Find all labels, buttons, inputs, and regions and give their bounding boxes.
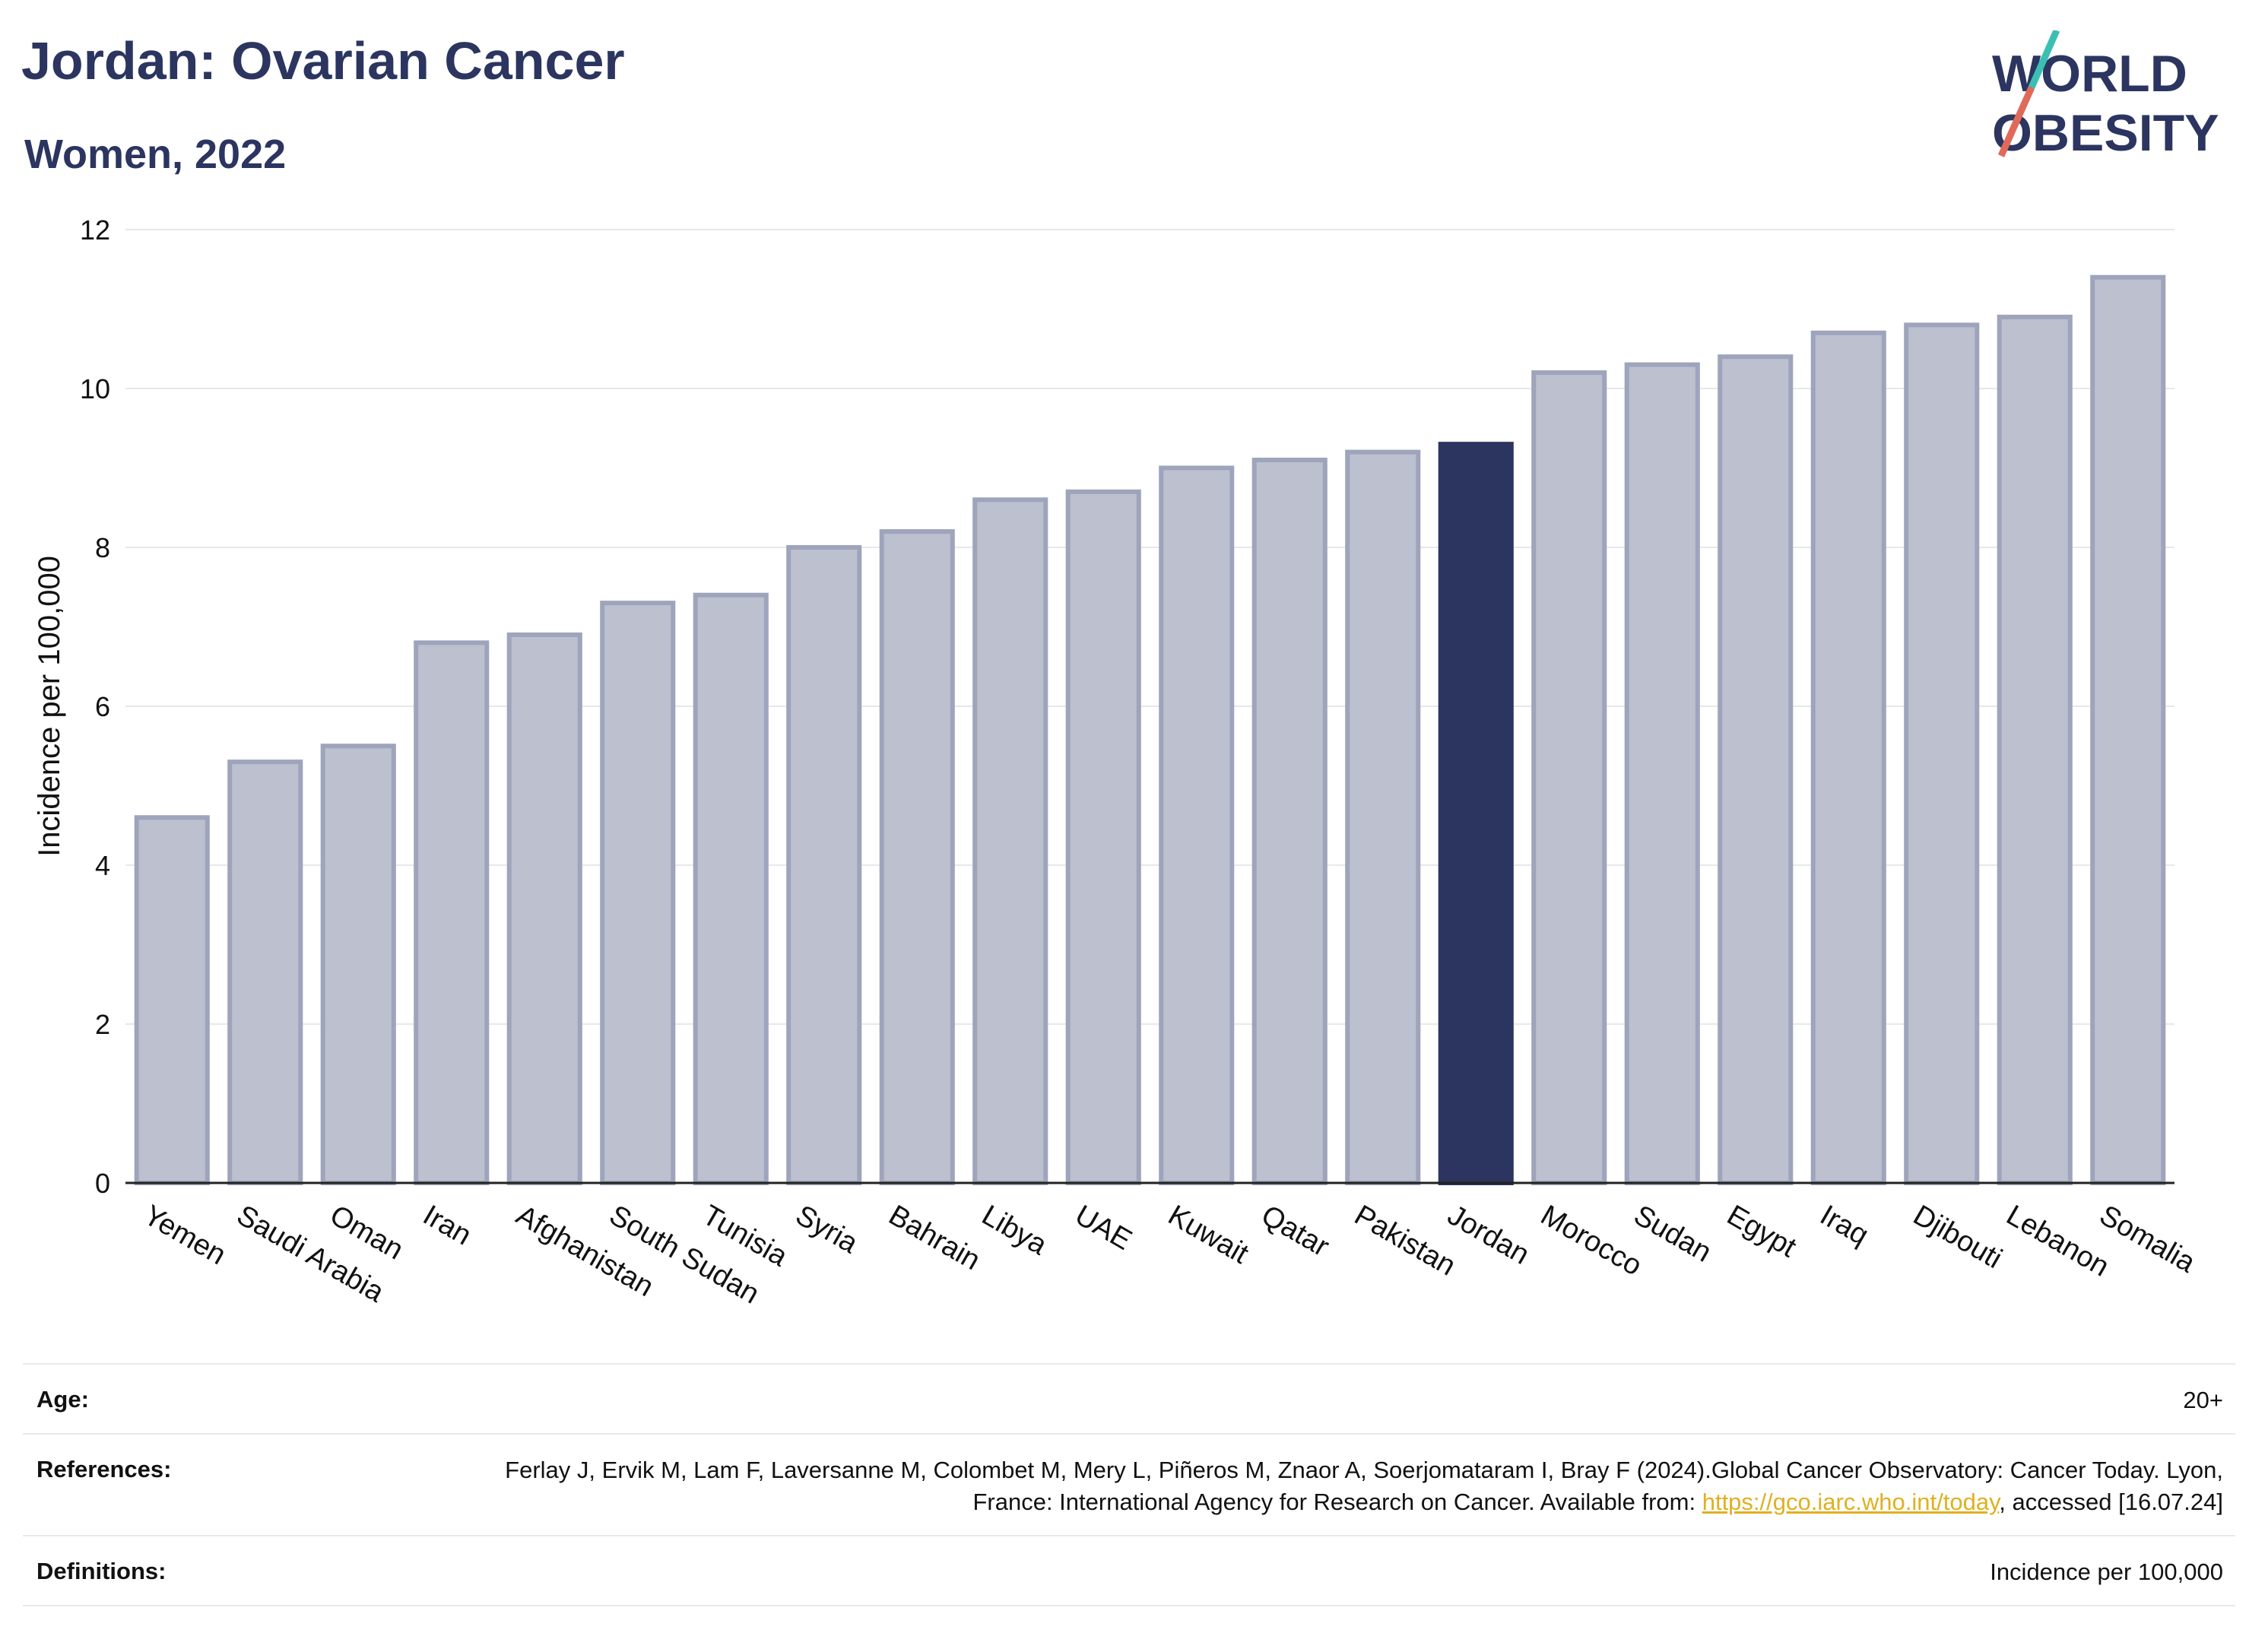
bar-iraq [1810,330,1886,1186]
bar-yemen [134,815,210,1186]
page-subtitle: Women, 2022 [24,132,287,177]
y-axis-label: Incidence per 100,000 [33,556,66,857]
x-tick-label: Iraq [1815,1199,1874,1251]
bar-iran [414,640,490,1185]
world-obesity-logo: WORLD OBESITY [1992,30,2219,162]
bar-syria [786,545,862,1185]
x-tick-label: Djibouti [1908,1199,2007,1275]
bar-south-sudan [600,601,676,1185]
bar-uae [1065,489,1141,1185]
y-tick-label: 8 [95,532,110,563]
x-tick-label: Somalia [2094,1199,2201,1279]
x-tick-label: Egypt [1721,1199,1802,1264]
x-tick-label: Kuwait [1163,1199,1254,1270]
bar-bahrain [879,529,955,1185]
bar-somalia [2090,274,2166,1186]
page-title: Jordan: Ovarian Cancer [21,31,625,90]
meta-row-age: Age: 20+ [23,1363,2235,1433]
x-tick-label: Syria [790,1199,864,1260]
y-tick-label: 10 [80,373,110,404]
x-tick-label: Morocco [1535,1199,1647,1282]
x-tick-label: Bahrain [883,1199,985,1276]
x-tick-label: Qatar [1256,1199,1335,1263]
bar-morocco [1531,370,1607,1186]
bar-djibouti [1904,322,1980,1185]
bar-saudi-arabia [227,759,303,1185]
definitions-value: Incidence per 100,000 [1990,1558,2223,1585]
x-tick-label: UAE [1070,1199,1137,1256]
y-tick-label: 0 [95,1168,110,1199]
y-tick-label: 6 [95,691,110,722]
references-link[interactable]: https://gco.iarc.who.int/today [1702,1489,2000,1515]
y-tick-labels: 0 2 4 6 8 10 12 [80,214,110,1199]
bar-tunisia [693,592,769,1185]
x-tick-label: Yemen [138,1199,231,1271]
x-tick-label: Pakistan [1349,1199,1461,1282]
bar-egypt [1718,354,1794,1186]
logo-line-1: WORLD [1992,45,2187,103]
bar-qatar [1251,458,1328,1185]
x-tick-label: Iran [417,1199,477,1251]
logo-slash-red [1997,86,2035,157]
logo-slash-teal [2028,30,2060,89]
y-tick-label: 4 [95,850,110,881]
y-tick-label: 2 [95,1009,110,1040]
meta-row-definitions: Definitions: Incidence per 100,000 [23,1535,2235,1606]
bar-oman [320,744,396,1185]
metadata-table: Age: 20+ References: Ferlay J, Ervik M, … [23,1363,2235,1606]
age-value: 20+ [2183,1387,2223,1413]
age-label: Age: [36,1386,89,1413]
references-tail: , accessed [16.07.24] [1999,1489,2223,1515]
bar-jordan [1438,442,1514,1185]
references-text: Ferlay J, Ervik M, Lam F, Laversanne M, … [505,1457,2223,1515]
bar-sudan [1624,362,1700,1185]
definitions-label: Definitions: [36,1558,167,1584]
bar-lebanon [1997,314,2073,1186]
bar-kuwait [1159,465,1235,1185]
x-tick-label: Lebanon [2001,1199,2114,1283]
references-label: References: [36,1456,172,1482]
y-tick-label: 12 [80,214,110,246]
bars [134,274,2166,1186]
bar-libya [972,497,1048,1185]
meta-row-references: References: Ferlay J, Ervik M, Lam F, La… [23,1433,2235,1535]
x-tick-label: Libya [976,1199,1052,1261]
logo-line-2: OBESITY [1992,104,2219,162]
bar-afghanistan [506,632,582,1185]
bar-pakistan [1345,449,1421,1185]
references-value: Ferlay J, Ervik M, Lam F, Laversanne M, … [23,1435,2235,1535]
